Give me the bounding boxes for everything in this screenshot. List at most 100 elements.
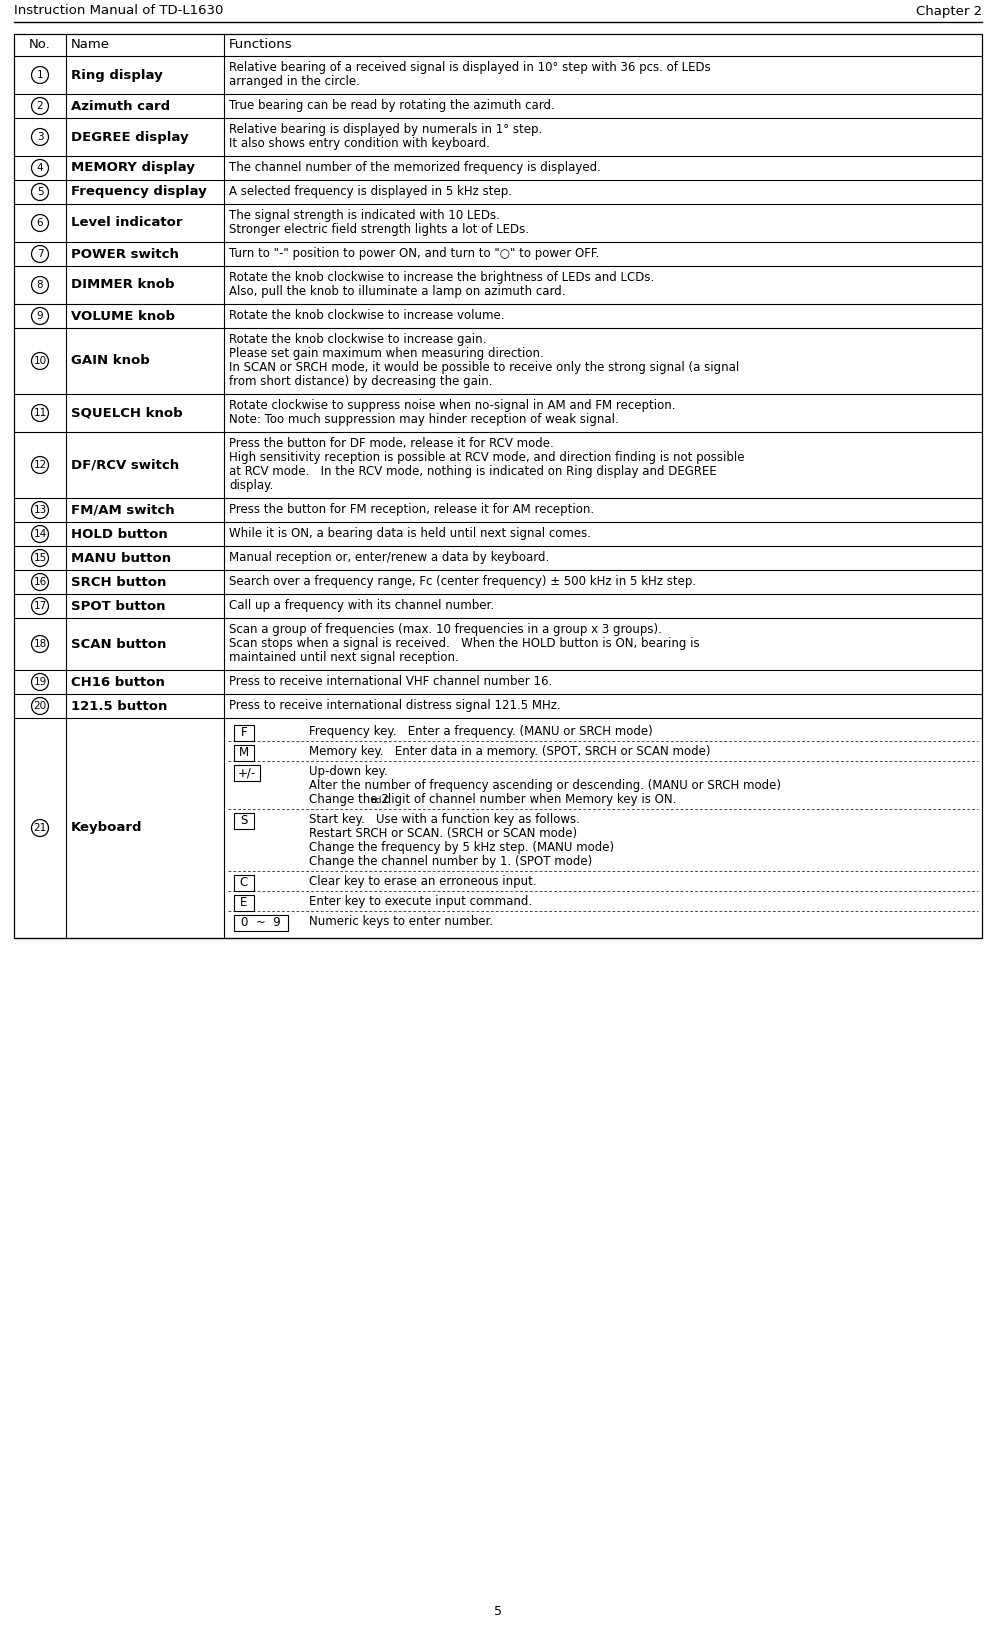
Text: 16: 16 xyxy=(34,576,47,588)
Text: 4: 4 xyxy=(37,163,43,173)
Text: Press the button for FM reception, release it for AM reception.: Press the button for FM reception, relea… xyxy=(229,503,595,516)
Text: Press to receive international distress signal 121.5 MHz.: Press to receive international distress … xyxy=(229,698,561,711)
Text: E: E xyxy=(240,897,248,910)
Text: 2: 2 xyxy=(37,101,43,111)
Text: Relative bearing of a received signal is displayed in 10° step with 36 pcs. of L: Relative bearing of a received signal is… xyxy=(229,60,711,73)
Text: Note: Too much suppression may hinder reception of weak signal.: Note: Too much suppression may hinder re… xyxy=(229,414,619,427)
Text: True bearing can be read by rotating the azimuth card.: True bearing can be read by rotating the… xyxy=(229,99,555,112)
Text: Call up a frequency with its channel number.: Call up a frequency with its channel num… xyxy=(229,599,494,612)
Text: The channel number of the memorized frequency is displayed.: The channel number of the memorized freq… xyxy=(229,161,601,174)
Text: Numeric keys to enter number.: Numeric keys to enter number. xyxy=(309,915,493,928)
Text: Press to receive international VHF channel number 16.: Press to receive international VHF chann… xyxy=(229,676,552,689)
Text: Start key.   Use with a function key as follows.: Start key. Use with a function key as fo… xyxy=(309,812,580,825)
Bar xyxy=(234,915,288,931)
Text: Change the channel number by 1. (SPOT mode): Change the channel number by 1. (SPOT mo… xyxy=(309,855,593,868)
Text: 19: 19 xyxy=(34,677,47,687)
Text: In SCAN or SRCH mode, it would be possible to receive only the strong signal (a : In SCAN or SRCH mode, it would be possib… xyxy=(229,361,739,374)
Text: POWER switch: POWER switch xyxy=(71,247,179,260)
Bar xyxy=(14,34,982,938)
Text: MEMORY display: MEMORY display xyxy=(71,161,195,174)
Text: arranged in the circle.: arranged in the circle. xyxy=(229,75,360,88)
Text: 9: 9 xyxy=(37,311,43,321)
Text: display.: display. xyxy=(229,479,273,492)
Text: SCAN button: SCAN button xyxy=(71,638,166,651)
Text: Frequency key.   Enter a frequency. (MANU or SRCH mode): Frequency key. Enter a frequency. (MANU … xyxy=(309,724,652,737)
Text: 5: 5 xyxy=(494,1605,502,1618)
Text: 11: 11 xyxy=(34,409,47,418)
Text: Scan stops when a signal is received.   When the HOLD button is ON, bearing is: Scan stops when a signal is received. Wh… xyxy=(229,637,699,650)
Text: 12: 12 xyxy=(34,461,47,470)
Text: VOLUME knob: VOLUME knob xyxy=(71,309,175,322)
Text: at RCV mode.   In the RCV mode, nothing is indicated on Ring display and DEGREE: at RCV mode. In the RCV mode, nothing is… xyxy=(229,466,717,479)
Text: Stronger electric field strength lights a lot of LEDs.: Stronger electric field strength lights … xyxy=(229,223,529,236)
Bar xyxy=(234,765,260,781)
Text: Clear key to erase an erroneous input.: Clear key to erase an erroneous input. xyxy=(309,874,537,887)
Text: 15: 15 xyxy=(34,554,47,563)
Text: 20: 20 xyxy=(34,702,47,711)
Text: 121.5 button: 121.5 button xyxy=(71,700,167,713)
Text: While it is ON, a bearing data is held until next signal comes.: While it is ON, a bearing data is held u… xyxy=(229,527,591,540)
Text: Change the 2: Change the 2 xyxy=(309,793,388,806)
Text: SQUELCH knob: SQUELCH knob xyxy=(71,407,182,420)
Text: FM/AM switch: FM/AM switch xyxy=(71,503,174,516)
Text: The signal strength is indicated with 10 LEDs.: The signal strength is indicated with 10… xyxy=(229,208,500,221)
Text: M: M xyxy=(239,747,249,760)
Text: Memory key.   Enter data in a memory. (SPOT, SRCH or SCAN mode): Memory key. Enter data in a memory. (SPO… xyxy=(309,746,710,759)
Text: 21: 21 xyxy=(34,824,47,834)
Text: 10: 10 xyxy=(34,357,47,366)
Text: Rotate clockwise to suppress noise when no-signal in AM and FM reception.: Rotate clockwise to suppress noise when … xyxy=(229,399,675,412)
Text: Restart SRCH or SCAN. (SRCH or SCAN mode): Restart SRCH or SCAN. (SRCH or SCAN mode… xyxy=(309,827,577,840)
Text: 1: 1 xyxy=(37,70,43,80)
Text: Alter the number of frequency ascending or descending. (MANU or SRCH mode): Alter the number of frequency ascending … xyxy=(309,780,781,791)
Text: Rotate the knob clockwise to increase volume.: Rotate the knob clockwise to increase vo… xyxy=(229,309,505,322)
Text: CH16 button: CH16 button xyxy=(71,676,165,689)
Text: Relative bearing is displayed by numerals in 1° step.: Relative bearing is displayed by numeral… xyxy=(229,124,542,137)
Text: Name: Name xyxy=(71,39,110,52)
Text: 3: 3 xyxy=(37,132,43,142)
Text: Enter key to execute input command.: Enter key to execute input command. xyxy=(309,895,532,908)
Text: Azimuth card: Azimuth card xyxy=(71,99,170,112)
Text: 18: 18 xyxy=(34,640,47,650)
Text: DF/RCV switch: DF/RCV switch xyxy=(71,459,179,472)
Bar xyxy=(234,812,254,829)
Text: Press the button for DF mode, release it for RCV mode.: Press the button for DF mode, release it… xyxy=(229,436,554,449)
Text: Instruction Manual of TD-L1630: Instruction Manual of TD-L1630 xyxy=(14,5,223,18)
Text: HOLD button: HOLD button xyxy=(71,527,167,540)
Text: digit of channel number when Memory key is ON.: digit of channel number when Memory key … xyxy=(380,793,676,806)
Text: DIMMER knob: DIMMER knob xyxy=(71,278,174,291)
Text: +/-: +/- xyxy=(238,767,256,780)
Text: 13: 13 xyxy=(34,505,47,514)
Text: nd: nd xyxy=(371,796,381,804)
Text: Manual reception or, enter/renew a data by keyboard.: Manual reception or, enter/renew a data … xyxy=(229,550,549,563)
Text: GAIN knob: GAIN knob xyxy=(71,355,149,368)
Text: from short distance) by decreasing the gain.: from short distance) by decreasing the g… xyxy=(229,374,492,387)
Text: 8: 8 xyxy=(37,280,43,290)
Text: Rotate the knob clockwise to increase the brightness of LEDs and LCDs.: Rotate the knob clockwise to increase th… xyxy=(229,270,654,283)
Bar xyxy=(234,746,254,760)
Text: 14: 14 xyxy=(34,529,47,539)
Text: Rotate the knob clockwise to increase gain.: Rotate the knob clockwise to increase ga… xyxy=(229,334,486,347)
Text: Functions: Functions xyxy=(229,39,293,52)
Text: Chapter 2: Chapter 2 xyxy=(916,5,982,18)
Bar xyxy=(234,874,254,891)
Text: SPOT button: SPOT button xyxy=(71,599,165,612)
Text: Also, pull the knob to illuminate a lamp on azimuth card.: Also, pull the knob to illuminate a lamp… xyxy=(229,285,566,298)
Bar xyxy=(234,724,254,741)
Text: A selected frequency is displayed in 5 kHz step.: A selected frequency is displayed in 5 k… xyxy=(229,186,512,199)
Text: maintained until next signal reception.: maintained until next signal reception. xyxy=(229,651,459,664)
Text: 17: 17 xyxy=(34,601,47,610)
Text: MANU button: MANU button xyxy=(71,552,171,565)
Text: Please set gain maximum when measuring direction.: Please set gain maximum when measuring d… xyxy=(229,347,544,360)
Text: High sensitivity reception is possible at RCV mode, and direction finding is not: High sensitivity reception is possible a… xyxy=(229,451,744,464)
Text: 5: 5 xyxy=(37,187,43,197)
Text: Scan a group of frequencies (max. 10 frequencies in a group x 3 groups).: Scan a group of frequencies (max. 10 fre… xyxy=(229,624,662,637)
Text: Level indicator: Level indicator xyxy=(71,217,182,230)
Text: Frequency display: Frequency display xyxy=(71,186,207,199)
Text: 6: 6 xyxy=(37,218,43,228)
Text: 0  ~  9: 0 ~ 9 xyxy=(241,917,281,930)
Text: Keyboard: Keyboard xyxy=(71,822,142,835)
Text: Up-down key.: Up-down key. xyxy=(309,765,387,778)
Text: It also shows entry condition with keyboard.: It also shows entry condition with keybo… xyxy=(229,137,490,150)
Text: SRCH button: SRCH button xyxy=(71,576,166,588)
Text: DEGREE display: DEGREE display xyxy=(71,130,188,143)
